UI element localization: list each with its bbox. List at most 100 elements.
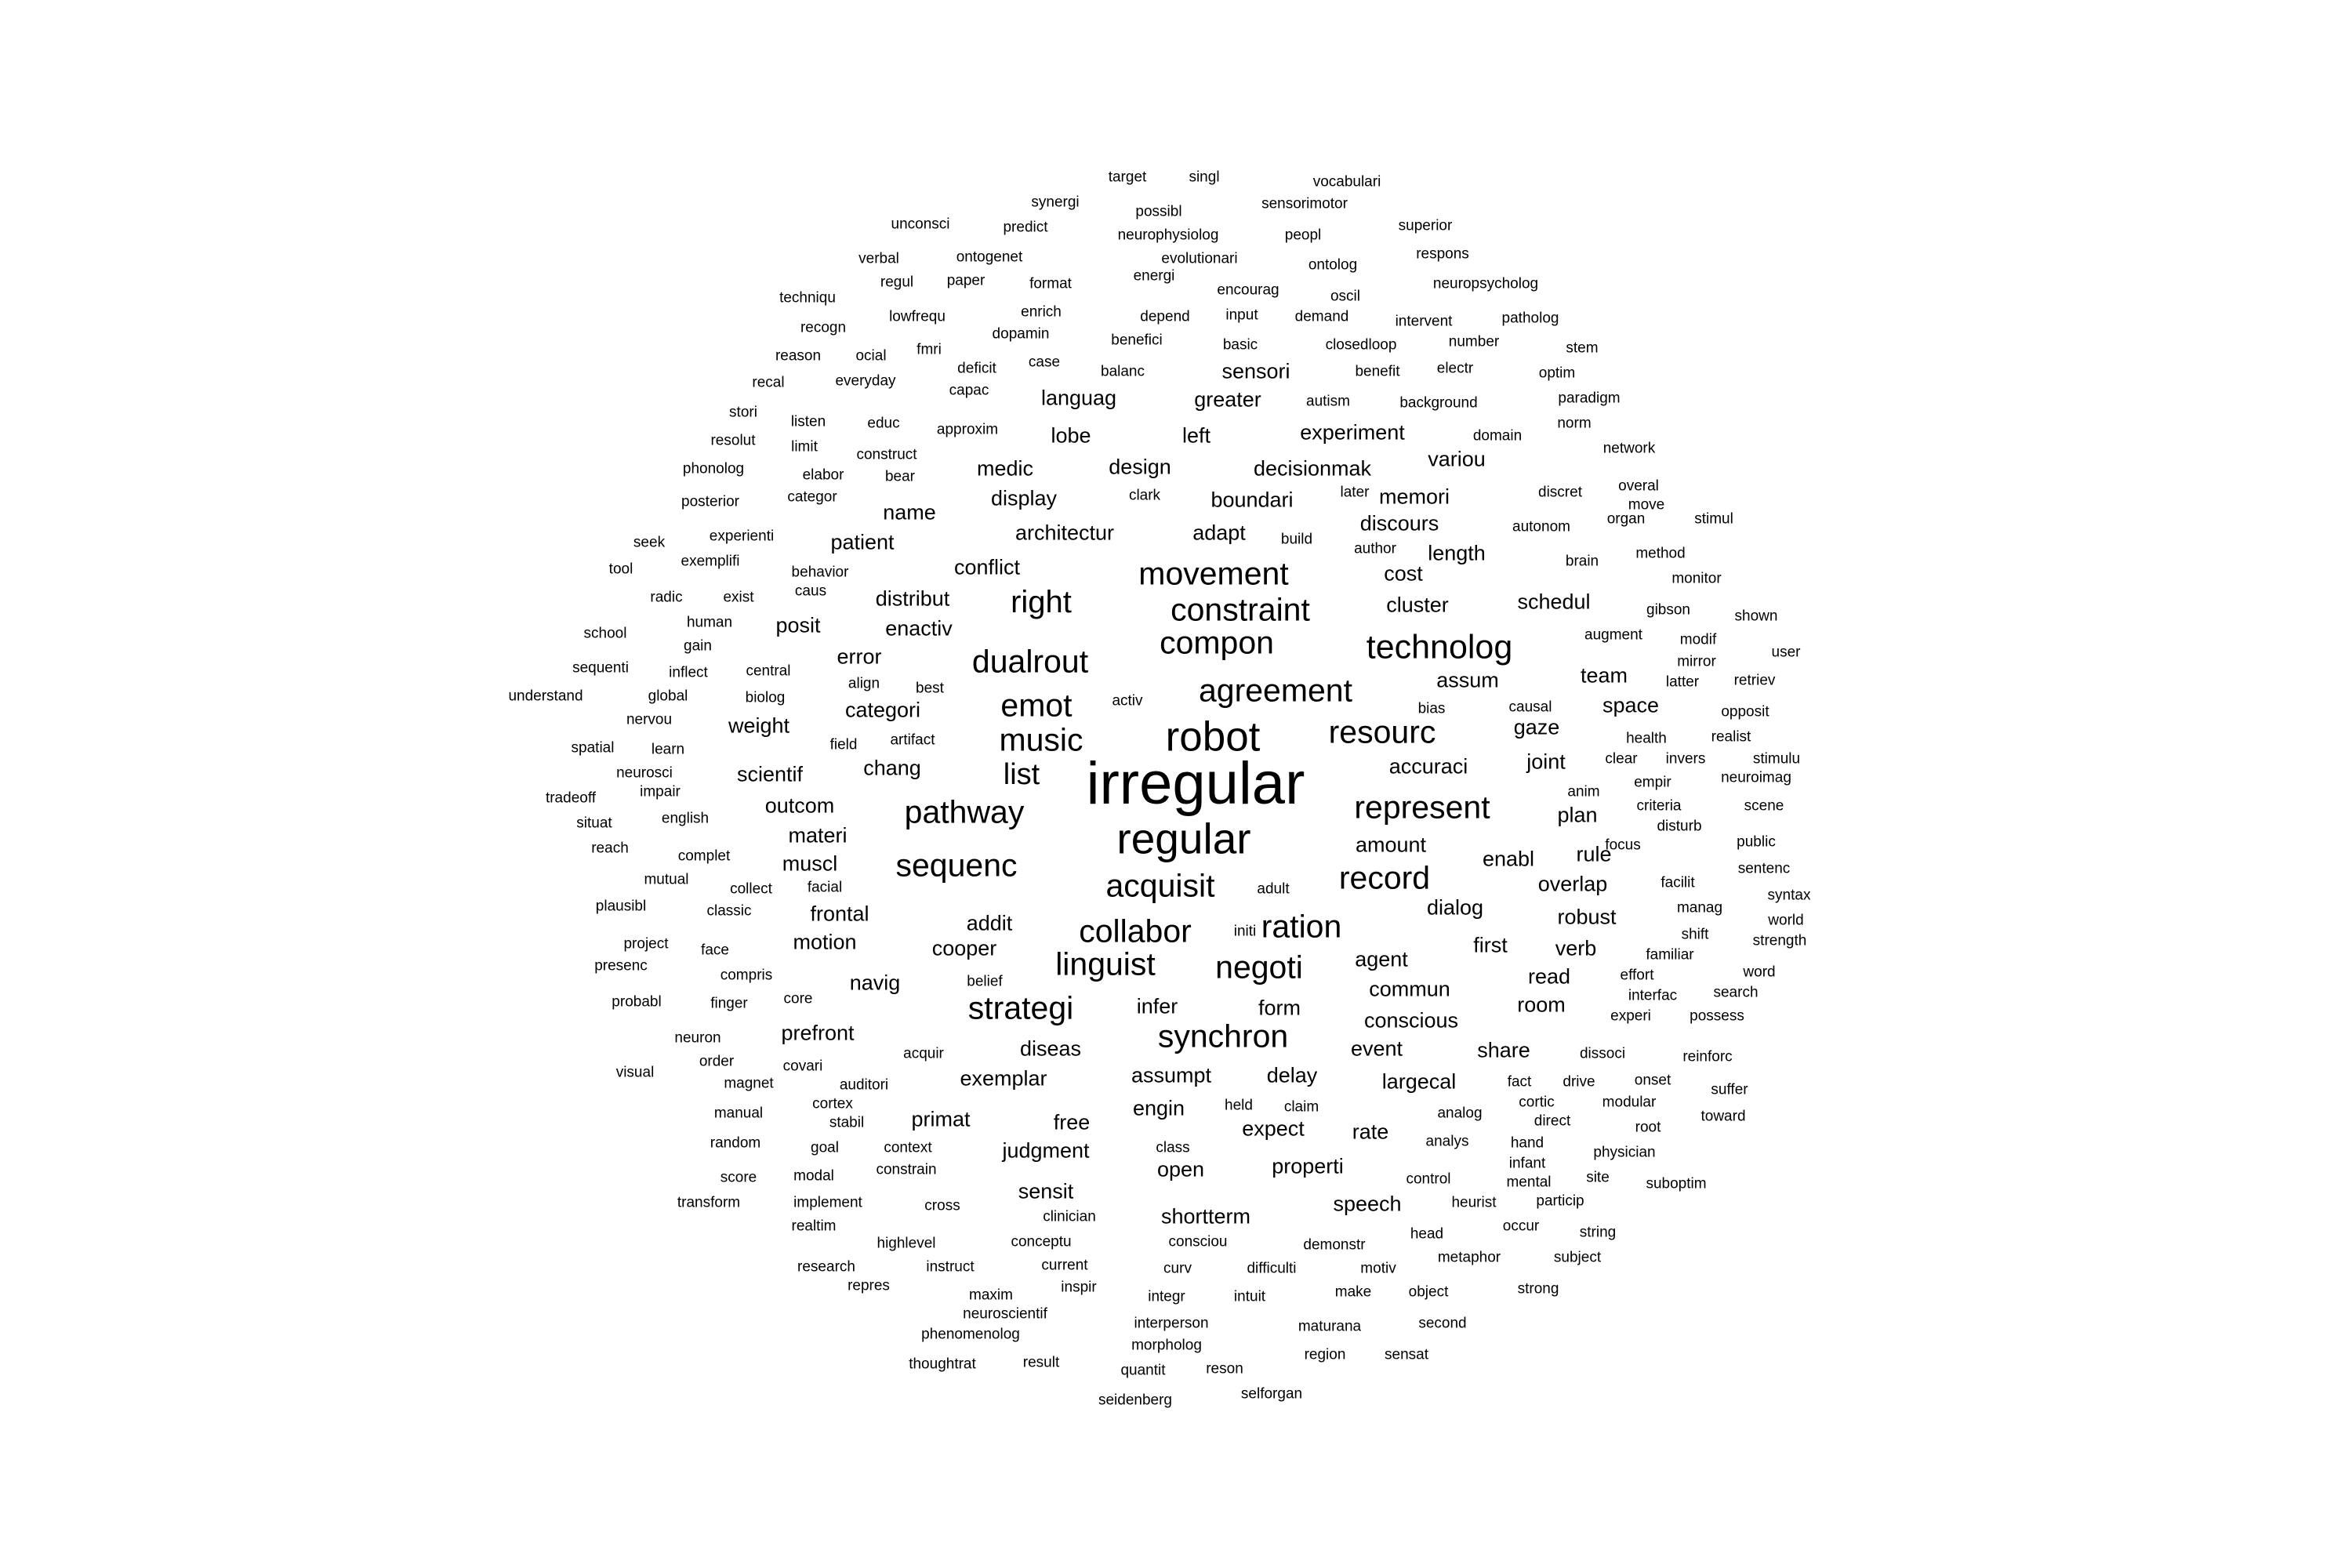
word-syntax: syntax <box>1767 887 1811 904</box>
word-manag: manag <box>1676 899 1723 916</box>
word-verb: verb <box>1555 936 1597 960</box>
word-irregular: irregular <box>1086 750 1305 817</box>
word-toward: toward <box>1700 1108 1746 1125</box>
word-compris: compris <box>720 967 773 984</box>
word-robot: robot <box>1165 713 1261 760</box>
word-presenc: presenc <box>594 957 648 975</box>
word-mutual: mutual <box>644 871 689 888</box>
word-maxim: maxim <box>969 1287 1013 1304</box>
word-reinforc: reinforc <box>1682 1048 1733 1065</box>
word-learn: learn <box>651 741 685 758</box>
word-difficulti: difficulti <box>1247 1260 1297 1277</box>
word-cortic: cortic <box>1519 1094 1555 1111</box>
word-compon: compon <box>1160 624 1274 661</box>
word-gain: gain <box>684 637 712 655</box>
word-strength: strength <box>1752 932 1807 949</box>
word-later: later <box>1340 484 1370 501</box>
word-english: english <box>661 810 710 827</box>
word-demonstr: demonstr <box>1303 1236 1366 1254</box>
word-cost: cost <box>1384 561 1423 586</box>
word-plan: plan <box>1557 803 1598 827</box>
word-engin: engin <box>1132 1096 1185 1120</box>
word-realist: realist <box>1711 728 1751 746</box>
word-limit: limit <box>791 438 818 456</box>
word-research: research <box>797 1258 855 1276</box>
word-commun: commun <box>1369 977 1450 1001</box>
word-constrain: constrain <box>876 1161 937 1178</box>
word-vocabulari: vocabulari <box>1312 173 1381 191</box>
word-experi: experi <box>1610 1007 1651 1025</box>
word-architectur: architectur <box>1014 521 1115 545</box>
word-face: face <box>701 942 729 959</box>
word-unconsci: unconsci <box>891 216 950 233</box>
word-singl: singl <box>1189 169 1220 186</box>
word-metaphor: metaphor <box>1437 1249 1501 1266</box>
word-seek: seek <box>633 534 666 551</box>
word-shift: shift <box>1681 926 1709 943</box>
word-author: author <box>1354 540 1396 557</box>
word-neurosci: neurosci <box>616 764 673 782</box>
word-core: core <box>783 990 813 1007</box>
word-encourag: encourag <box>1217 281 1279 299</box>
word-suffer: suffer <box>1711 1081 1748 1098</box>
word-string: string <box>1579 1224 1617 1241</box>
word-dissoci: dissoci <box>1579 1045 1626 1062</box>
word-linguist: linguist <box>1055 946 1156 982</box>
word-nervou: nervou <box>626 711 673 728</box>
word-respons: respons <box>1416 245 1469 263</box>
word-phonolog: phonolog <box>682 460 745 477</box>
word-format: format <box>1029 275 1072 292</box>
word-enactiv: enactiv <box>885 616 953 641</box>
word-move: move <box>1628 496 1665 514</box>
word-head: head <box>1410 1225 1444 1243</box>
word-possess: possess <box>1690 1007 1744 1025</box>
word-shortterm: shortterm <box>1160 1204 1251 1229</box>
word-claim: claim <box>1283 1098 1319 1116</box>
word-stimulu: stimulu <box>1752 750 1801 768</box>
word-physician: physician <box>1593 1144 1656 1161</box>
word-root: root <box>1635 1119 1661 1136</box>
word-music: music <box>999 721 1083 758</box>
word-modif: modif <box>1679 631 1717 648</box>
word-latter: latter <box>1665 673 1700 691</box>
word-direct: direct <box>1534 1112 1571 1130</box>
word-augment: augment <box>1584 626 1642 644</box>
word-sensit: sensit <box>1018 1179 1074 1203</box>
word-repres: repres <box>848 1277 890 1294</box>
word-region: region <box>1304 1346 1346 1363</box>
word-robust: robust <box>1557 905 1617 929</box>
word-free: free <box>1053 1110 1091 1134</box>
word-intuit: intuit <box>1233 1288 1266 1305</box>
word-transform: transform <box>677 1194 741 1211</box>
word-maturana: maturana <box>1298 1318 1362 1335</box>
word-cross: cross <box>924 1197 960 1214</box>
word-decisionmak: decisionmak <box>1253 456 1372 481</box>
word-team: team <box>1580 663 1628 688</box>
word-project: project <box>623 935 669 953</box>
word-conflict: conflict <box>953 555 1021 579</box>
word-realtim: realtim <box>791 1218 837 1235</box>
word-negoti: negoti <box>1215 949 1303 985</box>
word-muscl: muscl <box>782 851 838 876</box>
word-gibson: gibson <box>1646 601 1690 619</box>
word-exist: exist <box>723 589 754 606</box>
word-sequenc: sequenc <box>895 847 1018 884</box>
word-educ: educ <box>867 415 900 432</box>
word-paper: paper <box>946 272 985 289</box>
word-oscil: oscil <box>1330 288 1361 305</box>
word-possibl: possibl <box>1135 203 1182 220</box>
word-ontogenet: ontogenet <box>956 249 1023 266</box>
word-focus: focus <box>1605 837 1641 854</box>
word-length: length <box>1428 541 1486 565</box>
word-sensorimotor: sensorimotor <box>1261 195 1348 212</box>
word-optim: optim <box>1538 365 1576 382</box>
word-synergi: synergi <box>1031 194 1080 211</box>
word-assum: assum <box>1436 668 1499 692</box>
word-clear: clear <box>1605 750 1638 768</box>
word-seidenberg: seidenberg <box>1098 1392 1173 1409</box>
word-effort: effort <box>1620 967 1654 984</box>
word-global: global <box>648 688 688 705</box>
word-evolutionari: evolutionari <box>1161 250 1238 267</box>
word-infer: infer <box>1136 994 1178 1018</box>
word-ocial: ocial <box>855 347 887 365</box>
